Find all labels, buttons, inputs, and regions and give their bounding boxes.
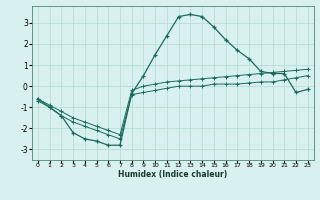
X-axis label: Humidex (Indice chaleur): Humidex (Indice chaleur)	[118, 170, 228, 179]
